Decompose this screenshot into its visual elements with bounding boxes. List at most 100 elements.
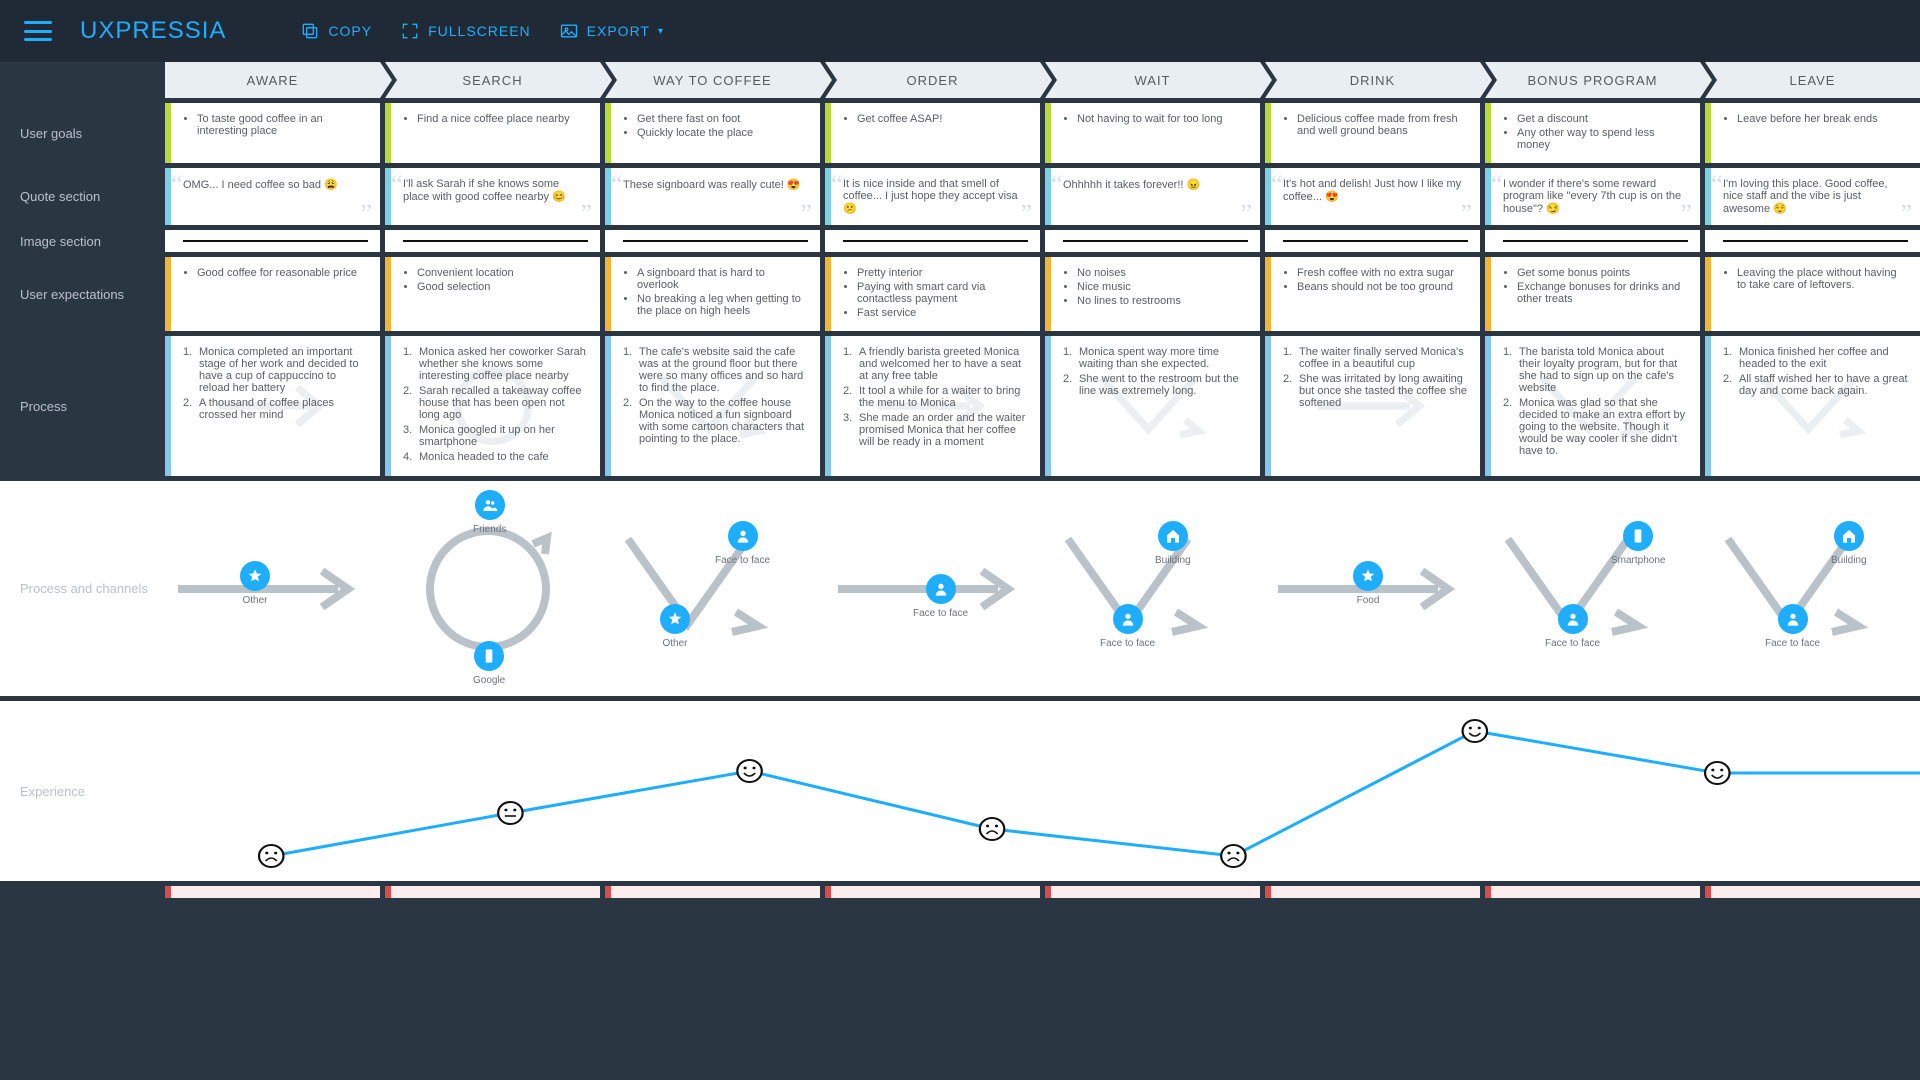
user-icon	[1113, 604, 1143, 634]
channel-node[interactable]: Smartphone	[1611, 521, 1665, 566]
goals-card[interactable]: To taste good coffee in an interesting p…	[165, 103, 380, 163]
expect-card[interactable]: Good coffee for reasonable price	[165, 257, 380, 331]
channel-cell: Other	[160, 481, 375, 696]
topbar: UXPRESSIA COPY FULLSCREEN EXPORT ▾	[0, 0, 1920, 62]
process-card[interactable]: The waiter finally served Monica's coffe…	[1265, 336, 1480, 476]
goals-card[interactable]: Get there fast on footQuickly locate the…	[605, 103, 820, 163]
stage-header[interactable]: DRINK	[1265, 62, 1480, 98]
star-icon	[240, 561, 270, 591]
stage-header[interactable]: SEARCH	[385, 62, 600, 98]
user-icon	[926, 574, 956, 604]
star-icon	[660, 604, 690, 634]
stage-header[interactable]: BONUS PROGRAM	[1485, 62, 1700, 98]
expect-card[interactable]: Fresh coffee with no extra sugarBeans sh…	[1265, 257, 1480, 331]
channel-node[interactable]: Face to face	[1545, 604, 1600, 649]
channel-cell: Face to face Other	[600, 481, 815, 696]
image-card[interactable]	[385, 230, 600, 252]
row-label-goals: User goals	[0, 103, 160, 163]
process-card[interactable]: The barista told Monica about their loya…	[1485, 336, 1700, 476]
fullscreen-label: FULLSCREEN	[428, 23, 531, 39]
channel-node[interactable]: Other	[240, 561, 270, 606]
image-card[interactable]	[1485, 230, 1700, 252]
row-label-expect: User expectations	[0, 257, 160, 331]
image-card[interactable]: I need a cup of coffee	[165, 230, 380, 252]
channel-node[interactable]: Face to face	[1100, 604, 1155, 649]
channel-node[interactable]: Face to face	[1765, 604, 1820, 649]
channel-node-label: Building	[1155, 555, 1191, 566]
image-card[interactable]: I'll wait	[1045, 230, 1260, 252]
quotes-card[interactable]: “”These signboard was really cute! 😍	[605, 168, 820, 225]
channel-node[interactable]: Face to face	[715, 521, 770, 566]
expect-card[interactable]: Pretty interiorPaying with smart card vi…	[825, 257, 1040, 331]
channel-node-label: Face to face	[1545, 638, 1600, 649]
user-icon	[1558, 604, 1588, 634]
row-label-images: Image section	[0, 230, 160, 252]
expect-card[interactable]: Get some bonus pointsExchange bonuses fo…	[1485, 257, 1700, 331]
goals-card[interactable]: Find a nice coffee place nearby	[385, 103, 600, 163]
fullscreen-icon	[400, 21, 420, 41]
goals-card[interactable]: Leave before her break ends	[1705, 103, 1920, 163]
stage-header[interactable]: WAY TO COFFEE	[605, 62, 820, 98]
expect-card[interactable]: Leaving the place without having to take…	[1705, 257, 1920, 331]
stage-header[interactable]: ORDER	[825, 62, 1040, 98]
channel-node-label: Smartphone	[1611, 555, 1665, 566]
bottom-cell	[1705, 886, 1920, 898]
channel-node[interactable]: Building	[1831, 521, 1867, 566]
channel-cell: Food	[1260, 481, 1475, 696]
goals-card[interactable]: Get coffee ASAP!	[825, 103, 1040, 163]
expect-card[interactable]: A signboard that is hard to overlookNo b…	[605, 257, 820, 331]
copy-button[interactable]: COPY	[300, 21, 372, 41]
hamburger-icon[interactable]	[24, 21, 52, 41]
quotes-card[interactable]: “”OMG... I need coffee so bad 😩	[165, 168, 380, 225]
channel-cell: Friends Google	[380, 481, 595, 696]
journey-map: AWARESEARCHWAY TO COFFEEORDERWAITDRINKBO…	[0, 62, 1920, 898]
quotes-card[interactable]: “”I'll ask Sarah if she knows some place…	[385, 168, 600, 225]
copy-icon	[300, 21, 320, 41]
goals-card[interactable]: Delicious coffee made from fresh and wel…	[1265, 103, 1480, 163]
channel-node[interactable]: Friends	[473, 490, 506, 535]
user-icon	[1778, 604, 1808, 634]
channel-node-label: Other	[662, 638, 687, 649]
channel-node-label: Food	[1357, 595, 1380, 606]
channel-node[interactable]: Food	[1353, 561, 1383, 606]
channel-node-label: Friends	[473, 524, 506, 535]
process-card[interactable]: Monica completed an important stage of h…	[165, 336, 380, 476]
stage-header[interactable]: AWARE	[165, 62, 380, 98]
quotes-card[interactable]: “”It's hot and delish! Just how I like m…	[1265, 168, 1480, 225]
channel-node[interactable]: Face to face	[913, 574, 968, 619]
row-label-experience: Experience	[0, 701, 160, 881]
channel-node-label: Face to face	[715, 555, 770, 566]
fullscreen-button[interactable]: FULLSCREEN	[400, 21, 531, 41]
channel-node-label: Building	[1831, 555, 1867, 566]
quotes-card[interactable]: “”I'm loving this place. Good coffee, ni…	[1705, 168, 1920, 225]
goals-card[interactable]: Get a discountAny other way to spend les…	[1485, 103, 1700, 163]
expect-card[interactable]: Convenient locationGood selection	[385, 257, 600, 331]
process-card[interactable]: Monica spent way more time waiting than …	[1045, 336, 1260, 476]
process-card[interactable]: A friendly barista greeted Monica and we…	[825, 336, 1040, 476]
image-card[interactable]: I'll be back	[1705, 230, 1920, 252]
channel-node[interactable]: Google	[473, 641, 505, 686]
stage-header[interactable]: LEAVE	[1705, 62, 1920, 98]
chevron-down-icon: ▾	[658, 26, 664, 37]
process-card[interactable]: Monica asked her coworker Sarah whether …	[385, 336, 600, 476]
experience-chart[interactable]	[160, 701, 1920, 881]
process-card[interactable]: The cafe's website said the cafe was at …	[605, 336, 820, 476]
quotes-card[interactable]: “”It is nice inside and that smell of co…	[825, 168, 1040, 225]
channel-node[interactable]: Building	[1155, 521, 1191, 566]
goals-card[interactable]: Not having to wait for too long	[1045, 103, 1260, 163]
quotes-card[interactable]: “”Ohhhhh it takes forever!! 😠	[1045, 168, 1260, 225]
bottom-cell	[385, 886, 600, 898]
process-card[interactable]: Monica finished her coffee and headed to…	[1705, 336, 1920, 476]
stage-header[interactable]: WAIT	[1045, 62, 1260, 98]
row-label-process: Process	[0, 336, 160, 476]
image-card[interactable]: visa?	[825, 230, 1040, 252]
image-card[interactable]: Hi there!	[605, 230, 820, 252]
channels-row: Process and channelsOtherFriendsGoogleFa…	[0, 481, 1920, 696]
expect-card[interactable]: No noisesNice musicNo lines to restrooms	[1045, 257, 1260, 331]
export-button[interactable]: EXPORT ▾	[559, 21, 664, 41]
image-card[interactable]: Nice!	[1265, 230, 1480, 252]
quotes-card[interactable]: “”I wonder if there's some reward progra…	[1485, 168, 1700, 225]
channel-node[interactable]: Other	[660, 604, 690, 649]
user-icon	[728, 521, 758, 551]
experience-row: Experience	[0, 701, 1920, 881]
